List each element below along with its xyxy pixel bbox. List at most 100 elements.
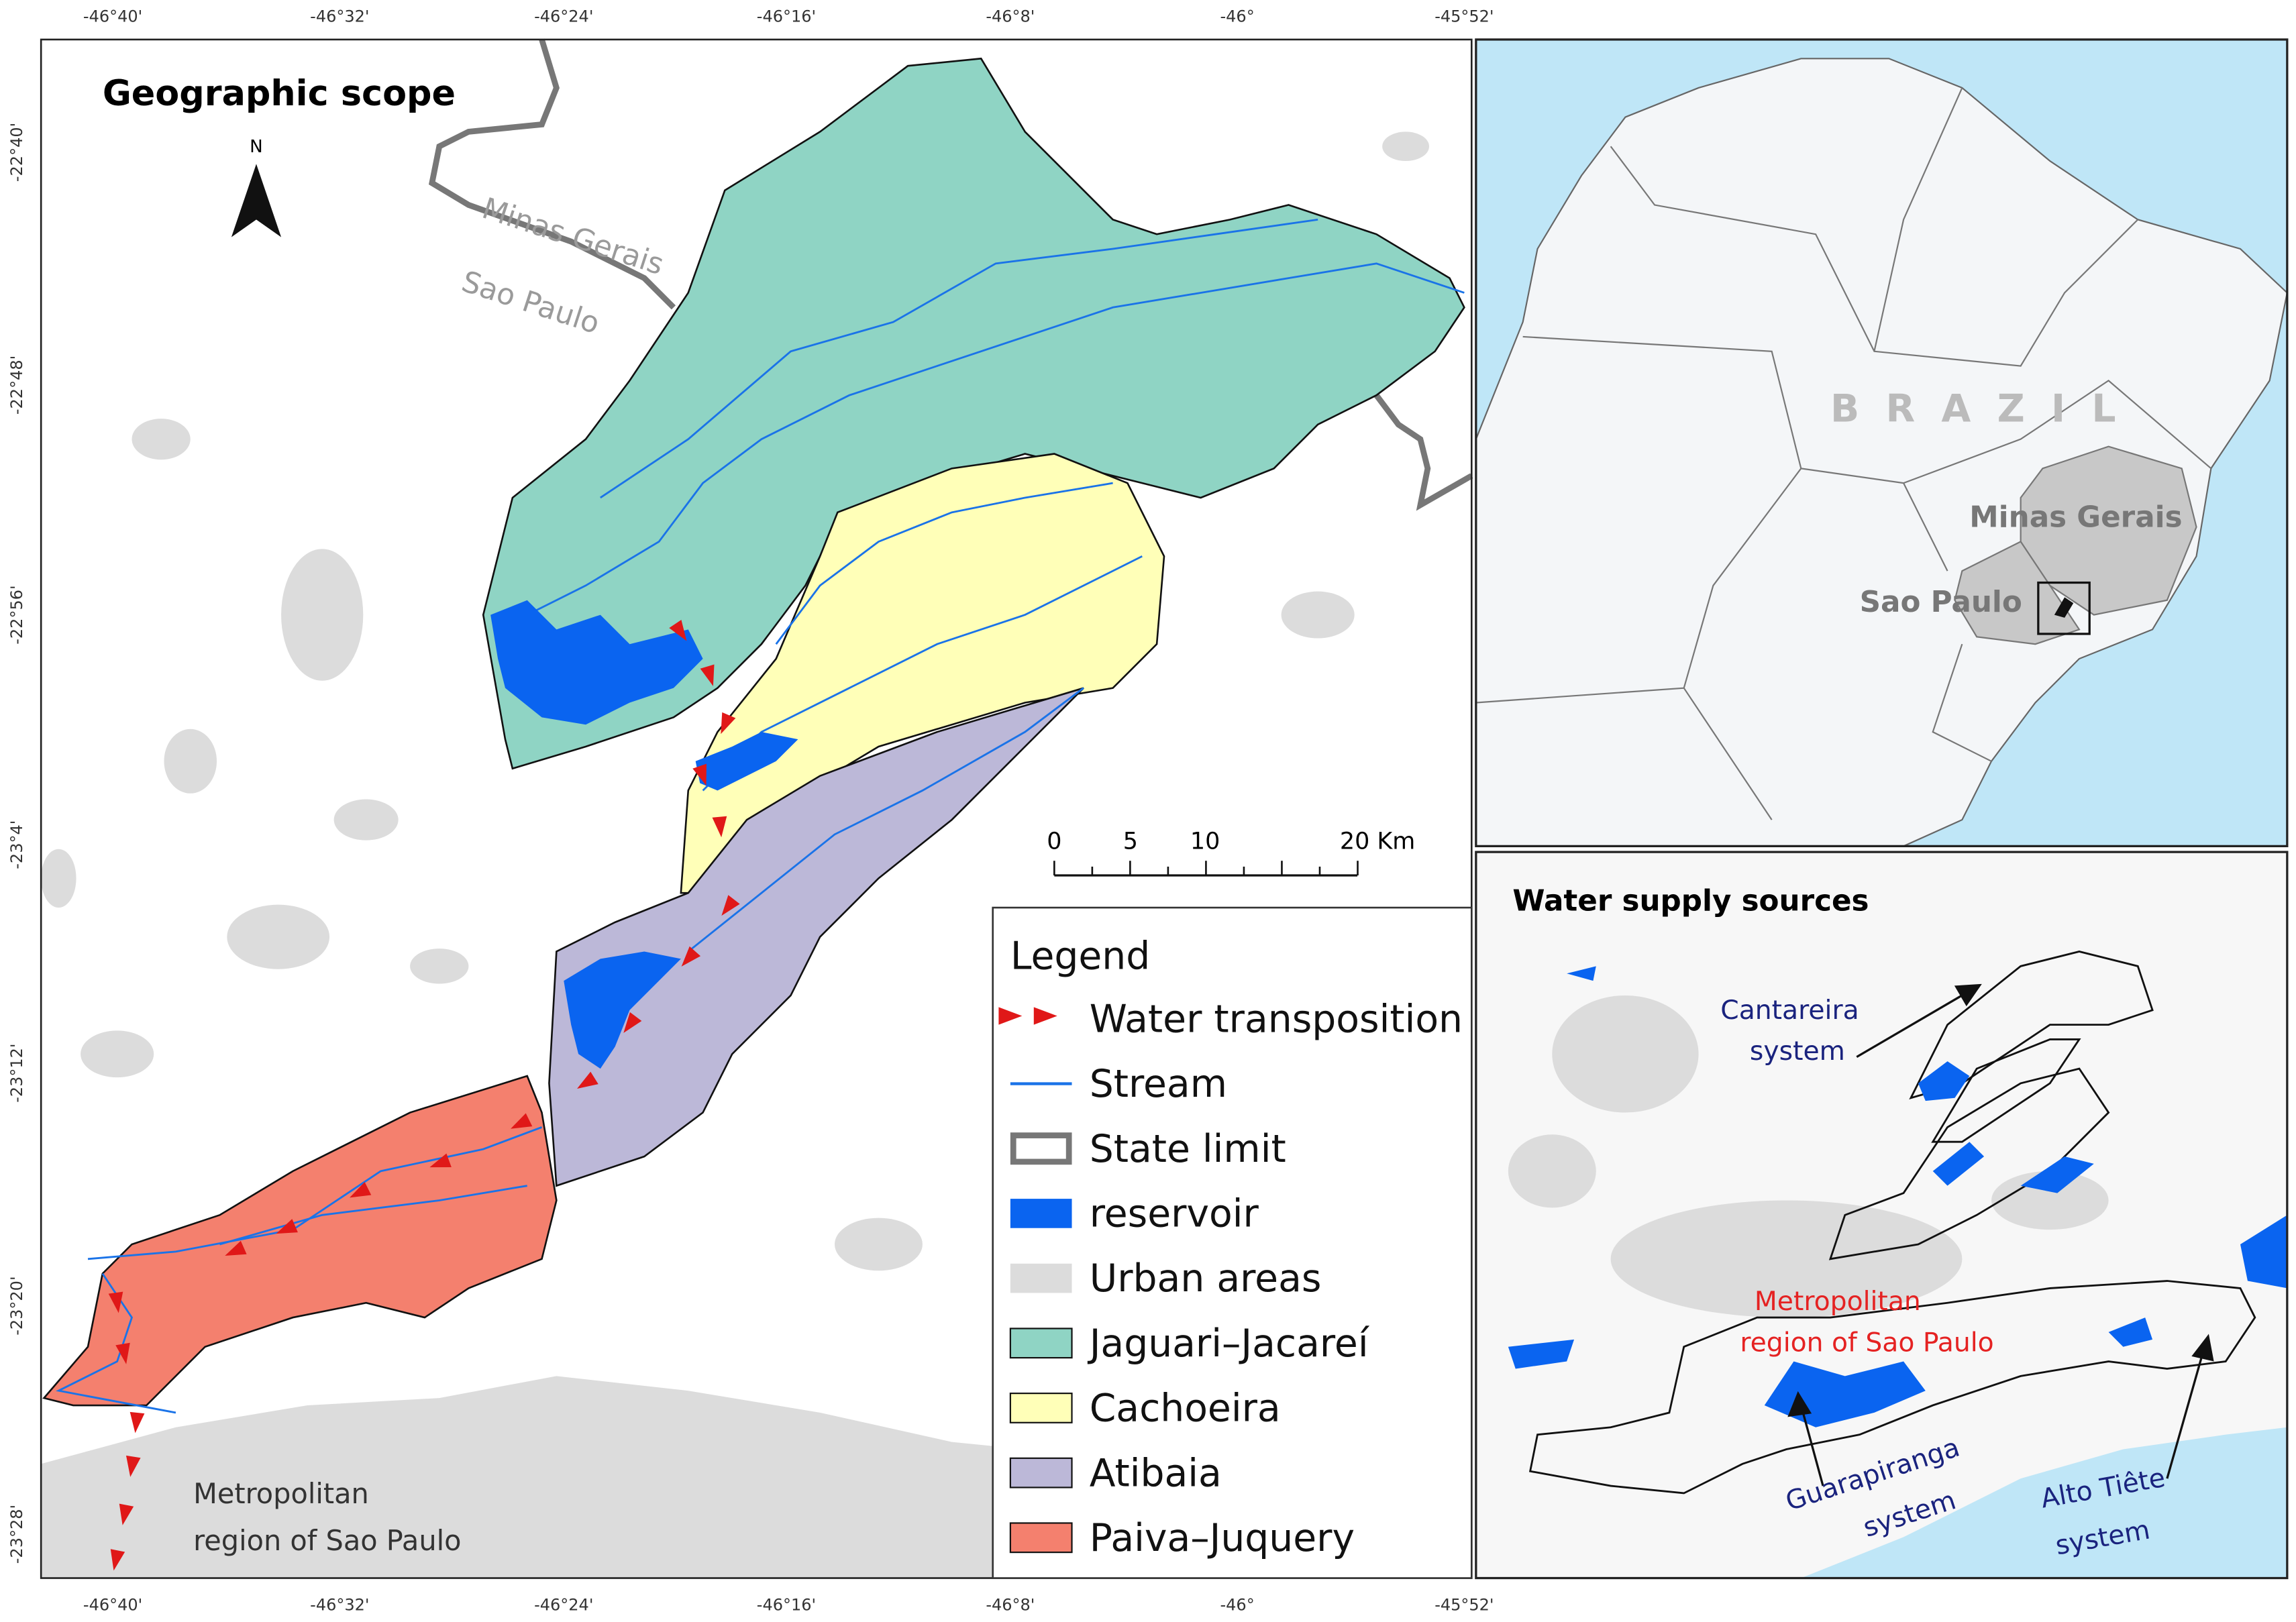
water-transposition <box>108 619 740 1571</box>
scale-label: 0 <box>1047 828 1061 855</box>
inset-urban-part <box>1610 1200 1963 1318</box>
legend-item: Paiva–Juquery <box>1009 1516 1355 1560</box>
inset-brazil: BRAZIL Minas Gerais Sao Paulo <box>1475 38 2289 848</box>
inset-basin <box>1828 1067 2110 1260</box>
transposition-arrow <box>721 895 740 916</box>
left-tick-label: -22°48' <box>7 356 26 415</box>
legend-item: Jaguari–Jacareí <box>1009 1321 1370 1366</box>
scale-ticks <box>1053 861 1359 876</box>
top-tick-label: -45°52' <box>1434 7 1494 26</box>
legend-item: Urban areas <box>1010 1256 1321 1301</box>
scale-label: 5 <box>1123 828 1138 855</box>
urban-areas-part <box>281 549 364 681</box>
transposition-arrow <box>669 619 687 641</box>
state-borders <box>1475 87 2212 820</box>
streams-part <box>687 687 1084 953</box>
top-tick-label: -46°16' <box>757 7 816 26</box>
state-limit <box>428 38 1473 511</box>
inset-label: Cantareira <box>1720 995 1859 1026</box>
left-tick-label: -23°28' <box>7 1505 26 1564</box>
bottom-tick-label: -46°16' <box>757 1596 816 1615</box>
inset-reservoirs-part <box>1932 1142 1985 1186</box>
top-tick-label: -46°40' <box>83 7 142 26</box>
legend-symbol <box>1010 1132 1072 1165</box>
inset-reservoirs-part <box>1508 1339 1575 1369</box>
legend-label: Water transposition <box>1090 997 1463 1042</box>
urban-areas-part <box>410 949 469 984</box>
country-label: BRAZIL <box>1830 387 2142 431</box>
legend-item: Atibaia <box>1009 1451 1222 1495</box>
minas-gerais <box>2020 445 2197 616</box>
sao-paulo <box>1954 541 2081 645</box>
streams-part <box>600 218 1318 499</box>
inset-basin <box>1528 1280 2256 1495</box>
streams-part <box>87 1126 543 1260</box>
legend-label: Cachoeira <box>1090 1387 1281 1431</box>
urban-areas-part <box>132 419 191 460</box>
coordinate-ticks: -46°40' -46°32' -46°24' -46°16' -46°8' -46° -4… <box>7 7 1494 1615</box>
transposition-arrow <box>429 1153 452 1168</box>
basin-jaguari <box>482 57 1465 770</box>
study-area <box>2054 597 2074 618</box>
inset-reservoirs-part <box>2020 1156 2094 1193</box>
reservoirs-part <box>490 600 703 725</box>
inset-urban-part <box>1508 1134 1596 1208</box>
legend-label: State limit <box>1090 1127 1286 1171</box>
scale-bar: 0 5 10 20 Km <box>1047 828 1415 877</box>
transposition-arrow <box>225 1240 247 1256</box>
inset-reservoirs-part <box>1567 966 1596 981</box>
inset-frame <box>1475 38 2289 848</box>
map-frame <box>40 38 1473 1579</box>
inset-reservoirs-part <box>1918 1061 1970 1101</box>
legend-symbol <box>1009 1328 1073 1359</box>
sea <box>1801 1427 2287 1578</box>
left-tick-label: -22°40' <box>7 123 26 182</box>
location-box <box>2037 581 2091 635</box>
pointer-head <box>1954 983 1982 1007</box>
transposition-arrow <box>681 946 701 967</box>
inset-basin <box>1931 1038 2081 1143</box>
urban-areas-part <box>41 849 76 908</box>
transposition-arrow <box>129 1411 145 1434</box>
reservoirs-part <box>564 951 681 1069</box>
state-label: Minas Gerais <box>1969 500 2182 535</box>
top-tick-label: -46°24' <box>534 7 593 26</box>
legend-item: Cachoeira <box>1009 1387 1281 1431</box>
inset-reservoirs-part <box>2108 1317 2153 1347</box>
transposition-arrow <box>276 1219 298 1234</box>
top-tick-label: -46° <box>1220 7 1255 26</box>
inset-urban <box>1508 995 2109 1318</box>
legend-title: Legend <box>1010 934 1150 979</box>
urban-areas-part <box>834 1218 923 1271</box>
north-arrow-shape <box>231 164 282 237</box>
transposition-arrow <box>110 1549 125 1571</box>
legend-item: State limit <box>1010 1127 1286 1171</box>
streams-part <box>775 482 1113 645</box>
bottom-tick-label: -46°8' <box>986 1596 1035 1615</box>
basin-atibaia <box>548 687 1084 1187</box>
transposition-arrow <box>692 763 707 786</box>
land <box>1475 58 2289 847</box>
legend-item: Stream <box>1010 1062 1227 1106</box>
transposition-arrow <box>511 1113 533 1129</box>
bottom-tick-label: -46° <box>1220 1596 1255 1615</box>
transposition-arrow <box>577 1071 598 1089</box>
urban-areas-part <box>81 1030 154 1078</box>
streams-part <box>497 262 1465 631</box>
urban-areas-part <box>333 799 399 841</box>
inset-reservoirs-part <box>2240 1215 2287 1289</box>
transposition-arrow <box>119 1503 134 1525</box>
urban-areas-part <box>227 904 330 969</box>
pointer-head <box>1787 1391 1812 1417</box>
inset-water: Water supply sources Cantareira system M… <box>1475 851 2289 1580</box>
urban-areas-part <box>164 728 217 794</box>
top-tick-label: -46°32' <box>310 7 369 26</box>
legend-label: Jaguari–Jacareí <box>1088 1321 1370 1366</box>
inset-label: region of Sao Paulo <box>1740 1328 1993 1358</box>
legend-symbol <box>1010 1263 1072 1293</box>
bottom-tick-label: -46°24' <box>534 1596 593 1615</box>
metro-label: region of Sao Paulo <box>193 1525 461 1557</box>
inset-label: Metropolitan <box>1755 1287 1921 1317</box>
left-tick-label: -22°56' <box>7 585 26 644</box>
